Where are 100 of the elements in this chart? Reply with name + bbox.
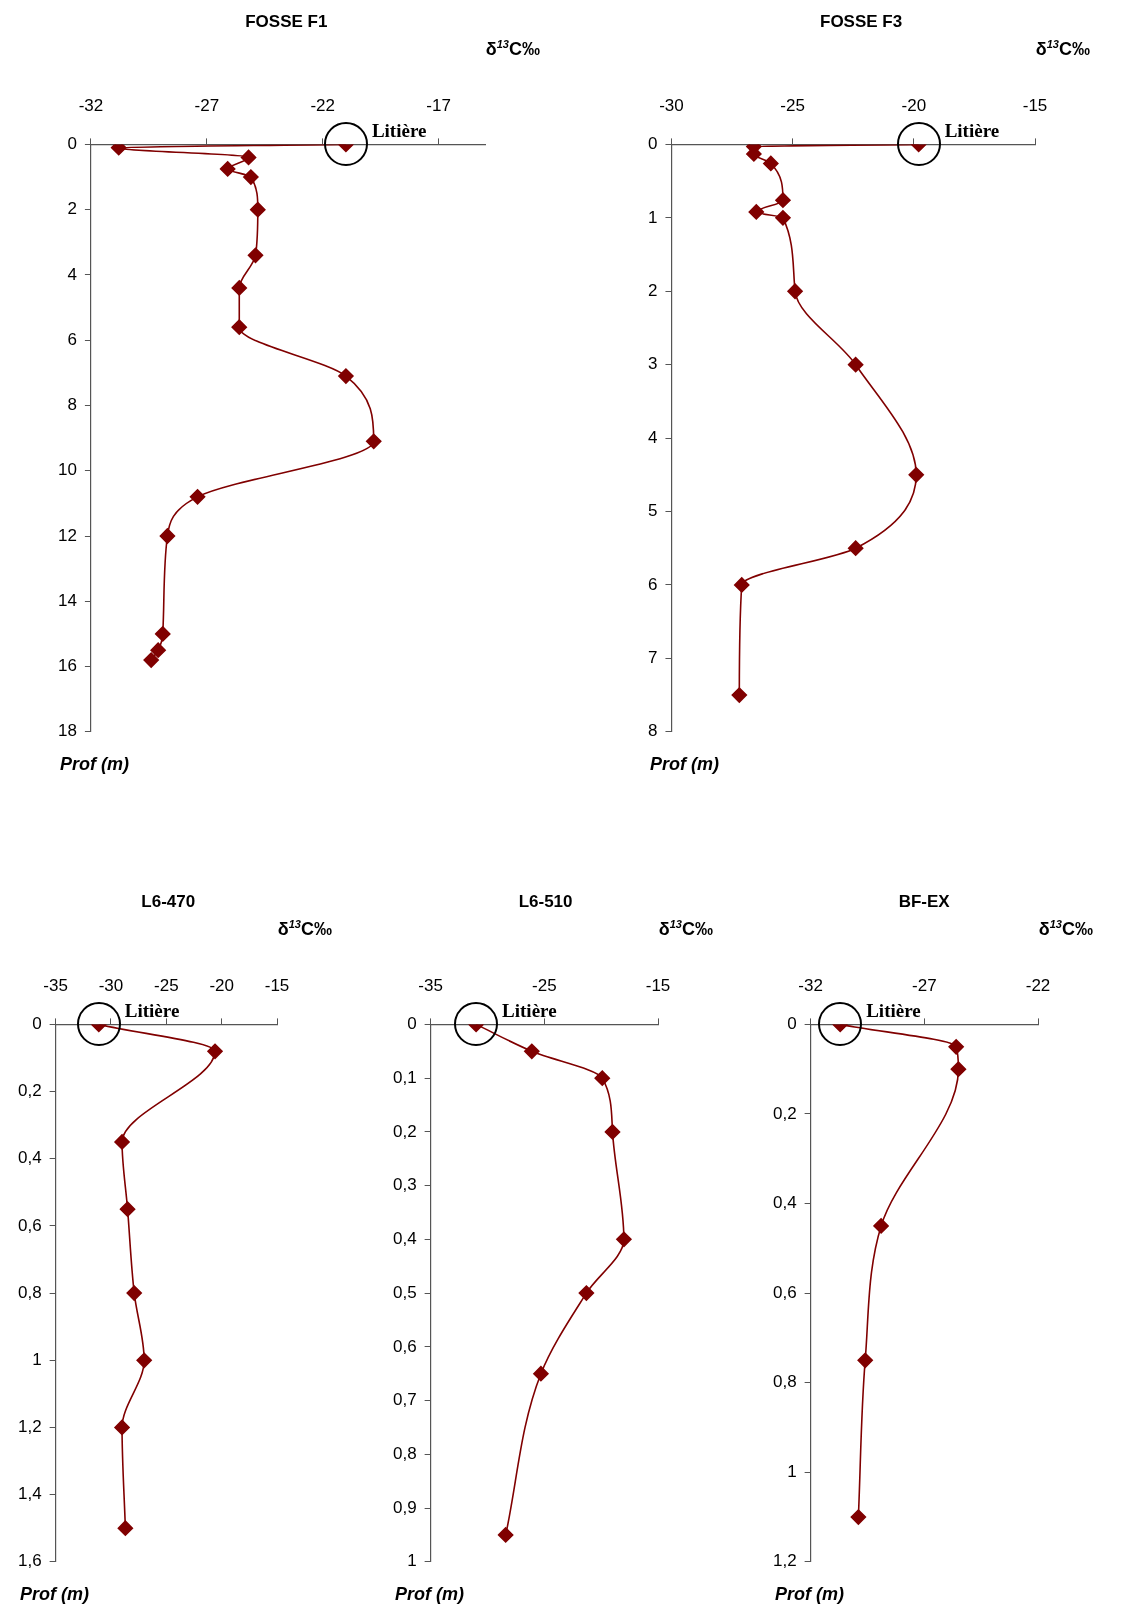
point (250, 201, 266, 218)
x-tick-label: -32 (798, 975, 823, 995)
point (948, 1038, 964, 1055)
x-axis-title: δ$^{13}$C‰ (485, 38, 540, 60)
y-tick-label: 0 (647, 134, 658, 154)
y-tick-label: 0,4 (17, 1148, 42, 1168)
point (117, 1520, 134, 1537)
y-tick-label: 1 (32, 1349, 42, 1369)
point (119, 1201, 136, 1217)
point (207, 1043, 223, 1060)
x-tick-label: -15 (645, 975, 671, 995)
chart-title: L6-510 (518, 892, 573, 912)
y-tick-label: 0,2 (17, 1081, 42, 1101)
point (126, 1285, 143, 1301)
point (231, 319, 248, 335)
y-tick-label: 5 (647, 501, 658, 521)
y-tick-label: 18 (57, 721, 77, 741)
x-tick-label: -15 (264, 975, 290, 995)
annotation: Litière (866, 1000, 921, 1023)
point (524, 1043, 540, 1060)
point (873, 1218, 889, 1234)
y-tick-label: 8 (647, 721, 658, 741)
y-tick-label: 8 (67, 395, 77, 415)
y-tick-label: 16 (57, 656, 77, 676)
x-tick-label: -30 (98, 975, 124, 995)
x-axis-title: δ$^{13}$C‰ (1035, 38, 1090, 60)
x-axis-title: δ$^{13}$C‰ (658, 918, 713, 940)
point (154, 626, 171, 642)
chart-title: FOSSE F3 (820, 12, 903, 32)
point (775, 192, 791, 208)
annotation: Litière (944, 120, 1000, 143)
point (763, 155, 779, 172)
y-tick-label: 7 (647, 648, 658, 668)
point (850, 1509, 867, 1525)
x-tick-label: -20 (209, 975, 234, 995)
point (240, 149, 257, 166)
x-tick-label: -27 (194, 95, 220, 115)
y-tick-label: 2 (67, 199, 77, 219)
x-axis-title: δ$^{13}$C‰ (277, 918, 332, 940)
point (189, 489, 206, 505)
y-tick-label: 0,1 (392, 1067, 417, 1087)
y-tick-label: 0,4 (772, 1193, 797, 1213)
point (594, 1070, 611, 1086)
point (136, 1352, 152, 1369)
x-tick-label: -20 (901, 95, 927, 115)
y-tick-label: 0,3 (392, 1175, 417, 1195)
x-tick-label: -22 (1025, 975, 1051, 995)
point (243, 169, 259, 185)
point (159, 528, 176, 544)
y-tick-label: 0,7 (392, 1390, 417, 1410)
y-axis-title: Prof (m) (775, 1584, 844, 1605)
point (338, 368, 354, 384)
annotation: Litière (124, 1000, 180, 1023)
y-tick-label: 4 (647, 427, 658, 447)
point (533, 1365, 549, 1382)
y-tick-label: 14 (57, 590, 77, 610)
y-axis-title: Prof (m) (60, 754, 129, 775)
point (950, 1061, 967, 1077)
annotation: Litière (502, 1000, 557, 1023)
y-tick-label: 1,2 (772, 1551, 797, 1571)
x-tick-label: -25 (780, 95, 805, 115)
point (616, 1231, 632, 1248)
point (365, 433, 382, 450)
point (114, 1134, 130, 1150)
point (231, 280, 248, 296)
y-tick-label: 0,8 (17, 1282, 42, 1302)
y-tick-label: 0,2 (392, 1121, 417, 1141)
y-tick-label: 1,2 (17, 1417, 42, 1437)
point (847, 540, 864, 557)
y-tick-label: 1,4 (17, 1484, 42, 1504)
x-tick-label: -30 (659, 95, 684, 115)
point (733, 577, 750, 593)
x-axis-title: δ$^{13}$C‰ (1038, 918, 1093, 940)
y-tick-label: 0,2 (772, 1103, 797, 1123)
y-tick-label: 12 (57, 525, 77, 545)
y-tick-label: 3 (647, 354, 658, 374)
chart-title: L6-470 (141, 892, 196, 912)
y-tick-label: 0,6 (772, 1282, 797, 1302)
y-axis-title: Prof (m) (20, 1584, 89, 1605)
point (150, 642, 166, 659)
chart-title: BF-EX (898, 892, 950, 912)
chart-title: FOSSE F1 (245, 12, 328, 32)
y-axis-title: Prof (m) (650, 754, 719, 775)
y-tick-label: 1 (407, 1551, 417, 1571)
point (787, 283, 803, 300)
x-tick-label: -15 (1022, 95, 1048, 115)
point (497, 1527, 514, 1543)
y-tick-label: 0,9 (392, 1497, 417, 1517)
x-tick-label: -25 (532, 975, 557, 995)
y-tick-label: 0 (32, 1014, 42, 1034)
point (748, 204, 765, 220)
y-tick-label: 0,8 (772, 1372, 797, 1392)
x-tick-label: -35 (418, 975, 443, 995)
y-tick-label: 10 (57, 460, 77, 480)
y-tick-label: 1,6 (17, 1551, 42, 1571)
x-tick-label: -17 (426, 95, 451, 115)
point (857, 1352, 873, 1369)
point (219, 161, 236, 177)
y-tick-label: 1 (647, 207, 658, 227)
y-tick-label: 0 (787, 1014, 797, 1034)
